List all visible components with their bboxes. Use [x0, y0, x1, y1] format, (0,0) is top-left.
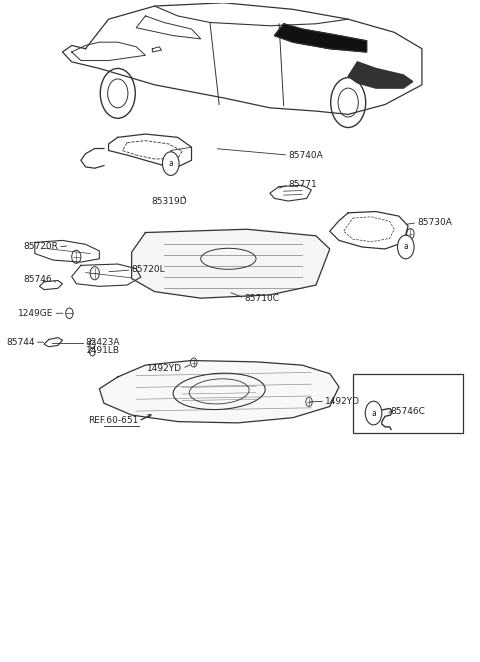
Text: 1491LB: 1491LB	[85, 346, 120, 355]
Polygon shape	[330, 212, 408, 249]
Text: 82423A: 82423A	[85, 338, 120, 347]
Text: 85720R: 85720R	[23, 242, 58, 252]
Circle shape	[365, 401, 382, 425]
Text: 1249GE: 1249GE	[18, 308, 53, 318]
Polygon shape	[99, 361, 339, 423]
Text: 85319D: 85319D	[151, 197, 187, 206]
Text: 85710C: 85710C	[244, 294, 279, 303]
Polygon shape	[275, 24, 367, 52]
Text: 1492YD: 1492YD	[147, 364, 182, 373]
Polygon shape	[108, 134, 192, 167]
Text: a: a	[403, 242, 408, 252]
Polygon shape	[270, 185, 312, 201]
Text: 85720L: 85720L	[132, 265, 165, 275]
Polygon shape	[132, 229, 330, 298]
Circle shape	[397, 235, 414, 259]
Text: REF.60-651: REF.60-651	[88, 416, 139, 426]
Text: 85746: 85746	[24, 275, 52, 284]
Text: a: a	[168, 159, 173, 168]
Text: 85730A: 85730A	[417, 218, 452, 227]
Text: a: a	[371, 408, 376, 418]
Polygon shape	[348, 62, 413, 88]
Polygon shape	[62, 3, 422, 115]
Text: 85746C: 85746C	[391, 406, 425, 416]
Text: 1492YD: 1492YD	[325, 397, 360, 406]
Text: 85740A: 85740A	[288, 150, 323, 160]
Text: 85771: 85771	[288, 180, 317, 189]
Text: 85744: 85744	[6, 338, 35, 347]
Circle shape	[162, 152, 179, 175]
FancyBboxPatch shape	[353, 373, 463, 433]
